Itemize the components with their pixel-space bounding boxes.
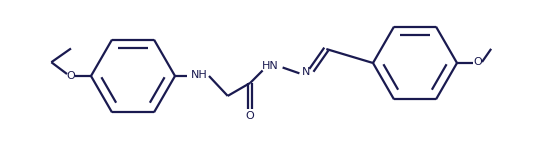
Text: O: O [474, 57, 482, 67]
Text: NH: NH [191, 70, 208, 80]
Text: HN: HN [262, 61, 279, 71]
Text: O: O [66, 71, 75, 81]
Text: O: O [246, 111, 255, 121]
Text: N: N [302, 67, 311, 77]
